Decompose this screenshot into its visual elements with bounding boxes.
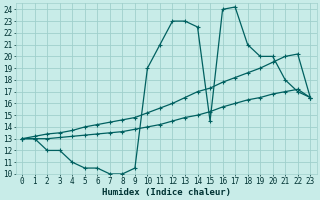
X-axis label: Humidex (Indice chaleur): Humidex (Indice chaleur) xyxy=(102,188,231,197)
